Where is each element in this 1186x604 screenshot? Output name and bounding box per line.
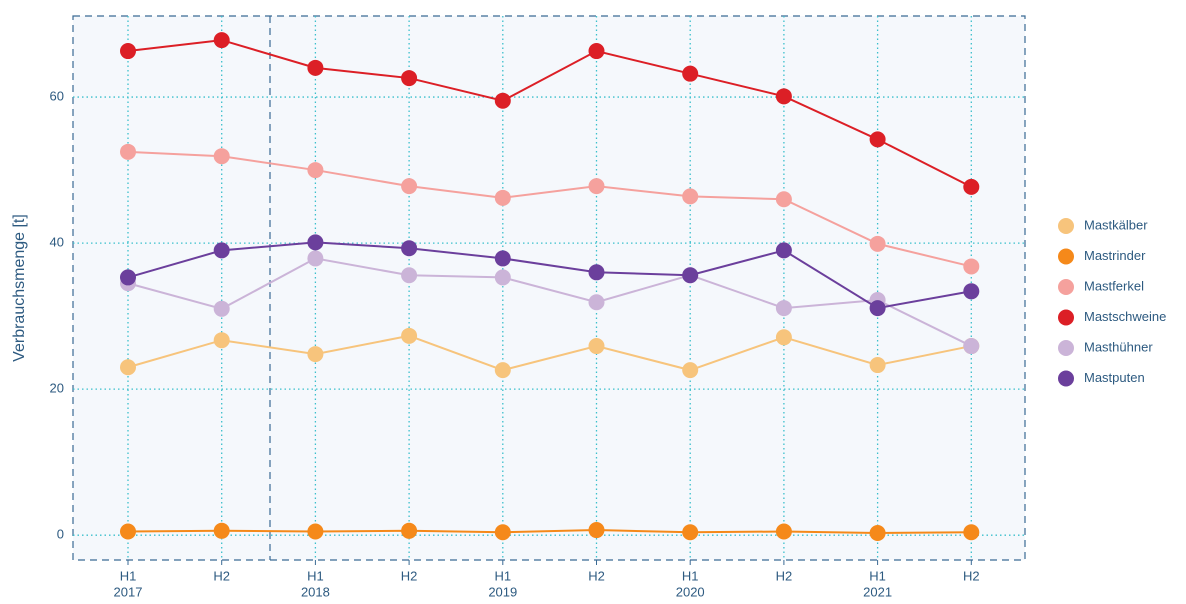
x-tick-label: 2021 [863,584,892,599]
data-point [494,92,511,109]
data-point [869,357,886,374]
data-point [213,242,230,259]
data-point [588,43,605,60]
data-point [775,300,792,317]
series-line [127,39,972,188]
data-point [494,362,511,379]
data-point [307,523,324,540]
data-point [494,269,511,286]
data-point [401,178,418,195]
data-point [307,234,324,251]
data-point [869,524,886,541]
data-point [963,178,980,195]
data-point [775,242,792,259]
data-point [963,283,980,300]
data-point [588,338,605,355]
data-point [494,524,511,541]
data-point [775,329,792,346]
legend-marker [1058,309,1074,326]
plot-area [72,15,1026,561]
data-point [588,294,605,311]
x-tick-label: H2 [213,568,230,583]
x-tick-label: 2020 [676,584,705,599]
data-point [120,269,136,286]
data-point [120,143,136,160]
legend-label: Mastkälber [1084,217,1148,232]
series-line [127,257,972,347]
y-axis-label: Verbrauchsmenge [t] [11,214,28,362]
y-tick-label: 40 [50,235,64,250]
x-tick-label: H1 [682,568,699,583]
data-point [401,522,418,539]
x-tick-label: 2018 [301,584,330,599]
legend-label: Mastschweine [1084,309,1166,324]
data-point [588,178,605,195]
data-point [401,240,418,257]
x-tick-label: 2019 [488,584,517,599]
data-point [120,43,136,60]
data-point [307,346,324,363]
x-tick-label: H1 [307,568,324,583]
x-tick-label: H1 [494,568,511,583]
legend-marker [1058,340,1074,356]
series-line [127,150,972,268]
data-point [682,65,699,82]
data-point [213,332,230,349]
data-point [963,258,980,275]
data-point [963,524,980,541]
data-point [494,189,511,206]
legend-label: Mastrinder [1084,248,1146,263]
x-tick-label: H2 [776,568,793,583]
data-point [401,267,418,284]
legend-marker [1058,370,1074,387]
data-point [401,70,418,87]
data-point [869,300,886,317]
data-point [775,191,792,208]
data-point [588,522,605,539]
data-point [775,88,792,105]
x-tick-label: H2 [963,568,980,583]
legend-label: Mastferkel [1084,278,1144,293]
x-tick-label: H2 [588,568,605,583]
data-point [307,162,324,179]
data-point [775,523,792,540]
data-point [588,264,605,281]
series-line [127,334,972,372]
data-point [213,300,230,317]
legend-marker [1058,279,1074,295]
data-point [307,59,324,76]
legend-label: Mastputen [1084,370,1145,385]
data-point [869,131,886,148]
data-point [213,32,230,49]
data-point [401,327,418,344]
legend-label: Masthühner [1084,339,1153,354]
data-point [869,235,886,252]
x-tick-label: H2 [401,568,418,583]
x-tick-label: H1 [120,568,137,583]
x-tick-label: H1 [869,568,886,583]
data-point [213,148,230,165]
data-point [682,188,699,205]
y-tick-label: 60 [50,88,64,103]
legend-marker [1058,218,1074,234]
data-point [120,359,136,376]
data-point [494,250,511,267]
legend-marker [1058,248,1074,265]
series-line [127,529,972,534]
series-line [127,241,972,310]
y-tick-label: 0 [57,527,64,542]
y-tick-label: 20 [50,381,64,396]
data-point [120,523,136,540]
x-tick-label: 2017 [114,584,143,599]
data-point [213,522,230,539]
data-point [682,524,699,541]
data-point [682,362,699,379]
data-point [963,338,980,355]
data-point [307,250,324,267]
data-point [682,267,699,284]
